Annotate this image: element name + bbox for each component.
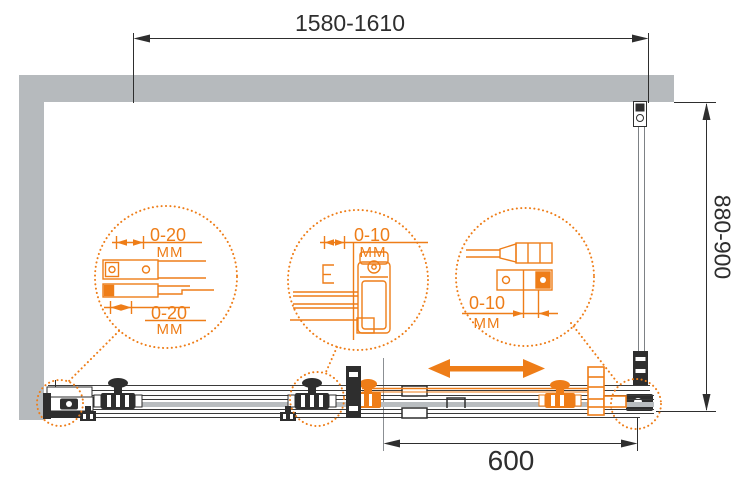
- detail-left-drawing: [102, 236, 214, 322]
- callout-circle-center: [287, 209, 429, 351]
- detail-right-drawing: [462, 242, 558, 318]
- right-dimension: [656, 102, 716, 412]
- detail-center-drawing: [290, 236, 428, 340]
- callout-left-top-unit: MM: [156, 244, 184, 261]
- callout-tail-left: [67, 330, 120, 383]
- callout-tail-right: [570, 322, 618, 383]
- overall-height-label: 880-900: [709, 194, 736, 280]
- sliding-door-orange: [362, 366, 627, 416]
- orange-roller-right: [538, 380, 582, 408]
- callout-center-value: 0-10: [353, 225, 391, 245]
- track-clamp-center: [280, 406, 296, 421]
- magnifier-circle-right: [610, 378, 662, 430]
- magnifier-circle-left: [36, 379, 84, 427]
- callout-left-bottom-value: 0-20: [150, 303, 188, 323]
- center-post: [346, 366, 361, 418]
- side-panel-top-bracket: [633, 101, 647, 127]
- callout-left-bottom-unit: MM: [156, 321, 184, 338]
- magnifier-circle-center: [289, 371, 345, 427]
- callout-right-unit: MM: [473, 315, 501, 332]
- callout-tail-center: [325, 346, 338, 373]
- roller-carriage-center: [287, 378, 337, 409]
- track-clamp-left: [80, 406, 96, 421]
- track-wall-profile-left: [43, 380, 96, 419]
- door-width-label: 600: [487, 445, 535, 476]
- door-edge-profile: [401, 385, 428, 419]
- callout-circle-left: [94, 205, 238, 349]
- callout-circles: [36, 205, 662, 430]
- callout-left-top-value: 0-20: [149, 225, 187, 245]
- callout-right-value: 0-10: [468, 293, 506, 313]
- wall: [19, 75, 674, 420]
- roller-carriage-left: [93, 378, 143, 409]
- side-panel: [626, 101, 653, 411]
- top-dimension: [133, 33, 649, 103]
- overall-width-label: 1580-1610: [295, 10, 405, 36]
- door-clip: [446, 397, 466, 408]
- callout-circle-right: [455, 207, 595, 347]
- door-end-profile: [587, 366, 627, 416]
- door-slide-arrow: [428, 359, 545, 378]
- callout-center-unit: MM: [359, 244, 387, 261]
